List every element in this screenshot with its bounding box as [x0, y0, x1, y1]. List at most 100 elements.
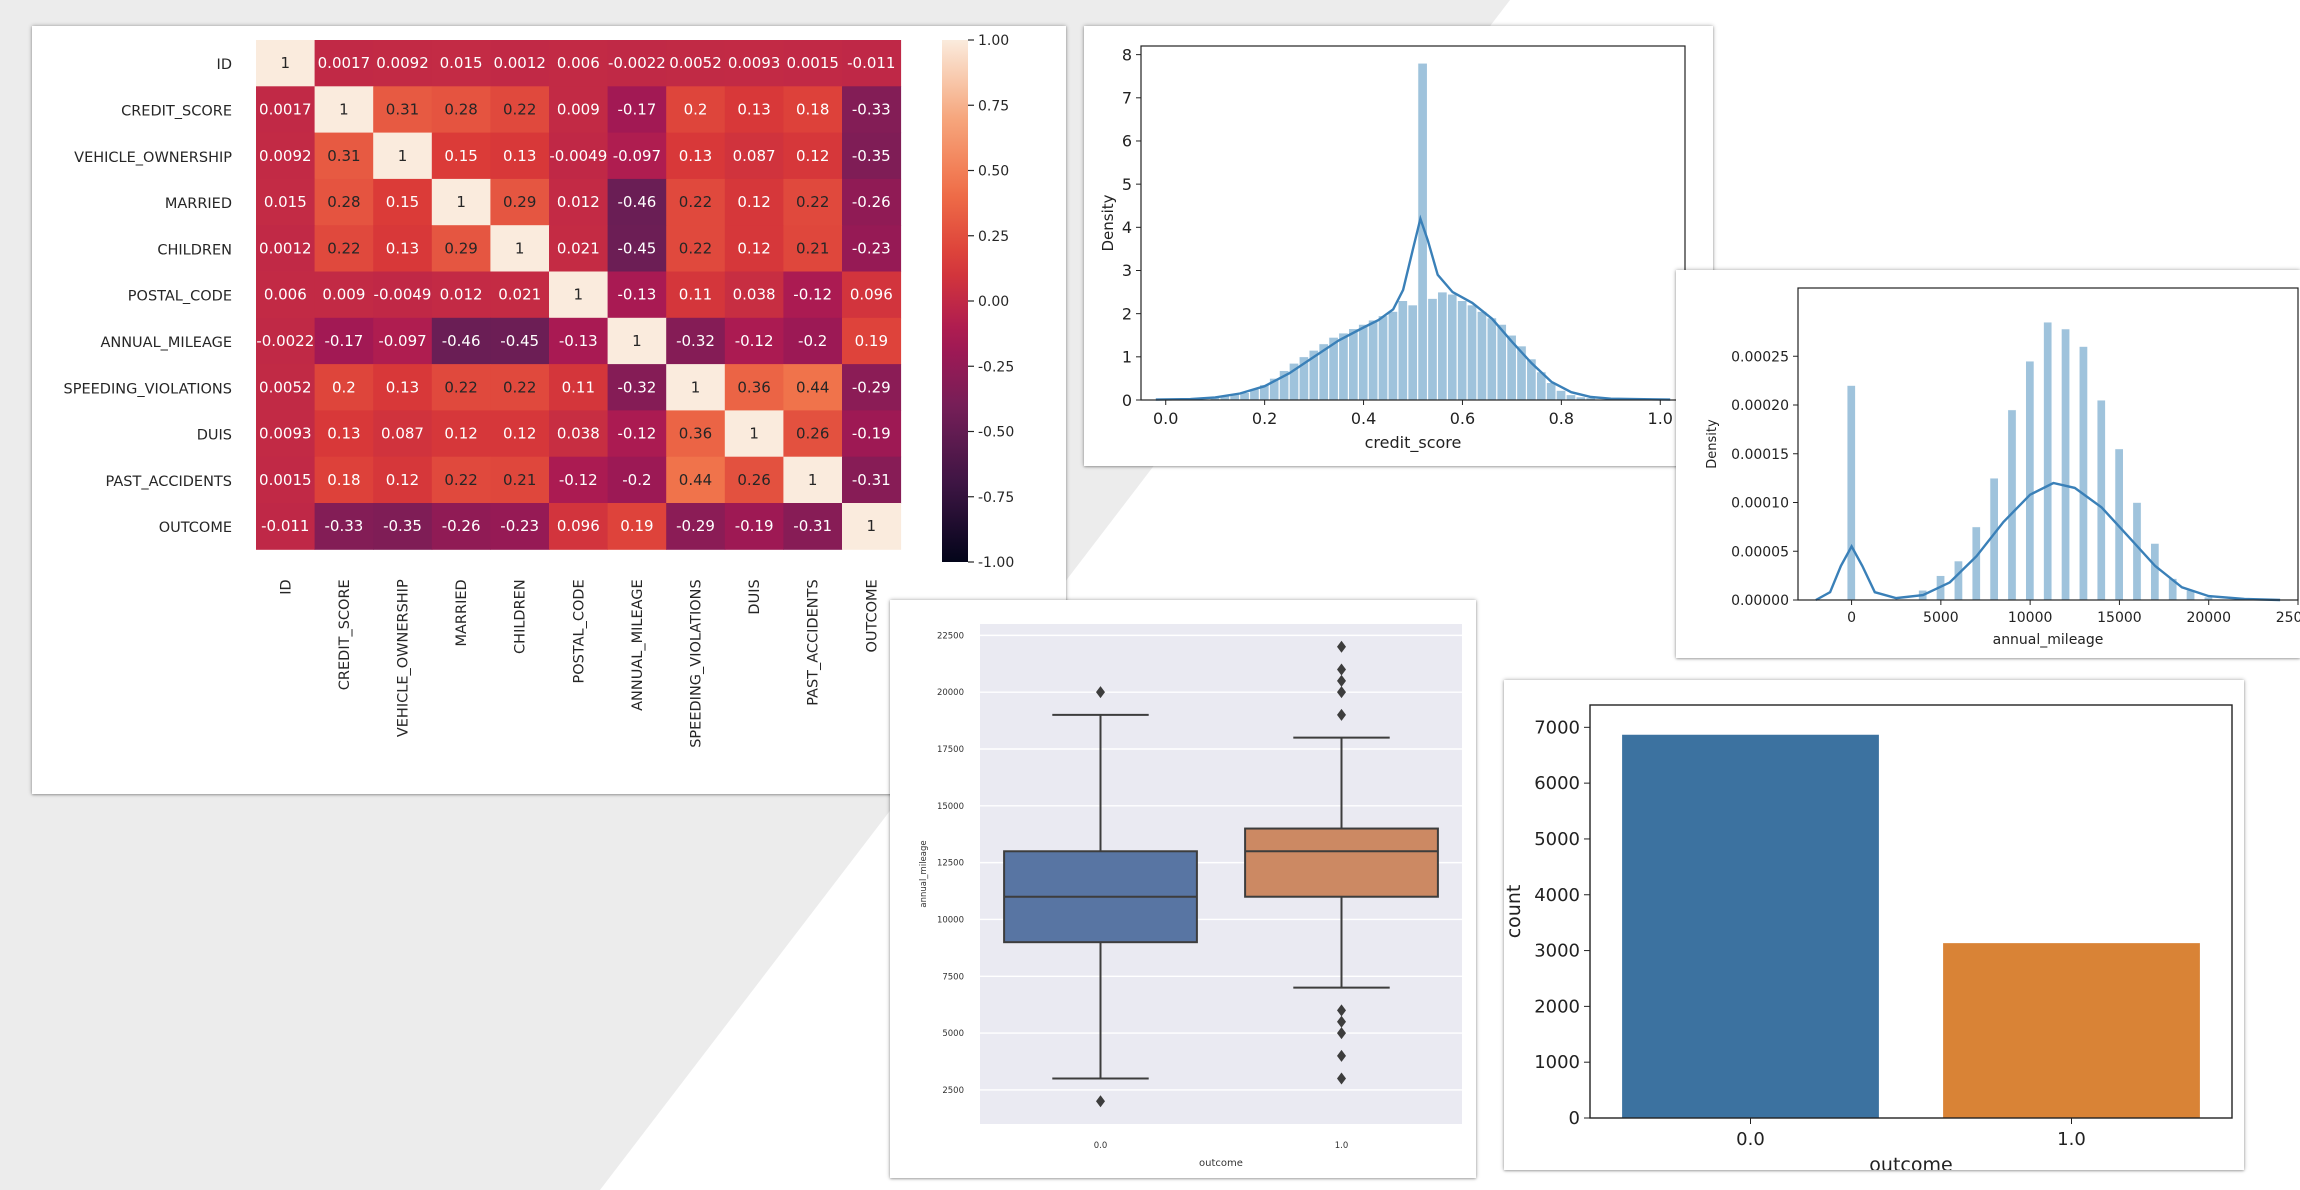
heatmap-cell-value: 0.0017 — [318, 54, 371, 72]
heatmap-cell — [314, 364, 374, 411]
heatmap-cell — [607, 317, 667, 365]
heatmap-cell — [490, 317, 550, 365]
heatmap-cell — [549, 132, 609, 180]
outcome-count-chart: 0.0 1.0 0 1000 2000 3000 4000 5000 6000 7000 outco… — [1504, 704, 2233, 1170]
correlation-heatmap-card: 1 0.0017 0.0092 0.015 0.0012 0.006 -0.0022 0.00… — [32, 26, 1066, 794]
heatmap-cell — [431, 456, 491, 504]
annual-mileage-x-tick-label: 5000 — [1923, 610, 1959, 626]
heatmap-row-label: DUIS — [197, 428, 232, 444]
heatmap-cell — [724, 410, 784, 458]
heatmap-cell-value: 0.26 — [796, 425, 829, 443]
heatmap-row-label: SPEEDING_VIOLATIONS — [64, 381, 232, 397]
heatmap-cell-value: 0.0017 — [259, 100, 312, 118]
count-bar-outcome-0 — [1622, 734, 1879, 1118]
heatmap-cell-value: 1 — [691, 378, 701, 396]
count-y-tick-label: 7000 — [1534, 717, 1580, 738]
heatmap-cell-value: 0.21 — [796, 239, 829, 257]
colorbar-tick-label: 0.25 — [978, 229, 1009, 245]
heatmap-cell — [549, 225, 609, 272]
colorbar-tick-label: 0.75 — [978, 98, 1009, 114]
heatmap-cell-value: -0.35 — [383, 517, 422, 535]
heatmap-cell — [666, 271, 726, 319]
heatmap-cell-value: 0.12 — [503, 425, 536, 443]
heatmap-cell — [431, 317, 491, 365]
annual-mileage-histogram-bar — [1846, 385, 1856, 601]
credit-score-histogram-bar — [1427, 298, 1438, 401]
heatmap-cell — [842, 456, 902, 504]
heatmap-cell-value: 0.12 — [796, 147, 829, 165]
heatmap-cell — [314, 317, 374, 365]
credit-score-y-tick-label: 0 — [1122, 391, 1132, 410]
heatmap-cell — [666, 364, 726, 411]
heatmap-cell — [783, 503, 843, 550]
heatmap-cell-value: 0.0015 — [259, 471, 312, 489]
heatmap-cell-value: 0.13 — [327, 425, 360, 443]
heatmap-cell — [842, 410, 902, 458]
heatmap-row-label: ANNUAL_MILEAGE — [100, 335, 232, 351]
count-y-tick-label: 6000 — [1534, 773, 1580, 794]
heatmap-cell — [256, 503, 316, 550]
annual-mileage-histogram-bar — [1953, 560, 1963, 601]
heatmap-cell — [666, 40, 726, 87]
heatmap-cell-value: -0.011 — [261, 517, 309, 535]
credit-score-y-tick-label: 1 — [1122, 348, 1132, 367]
boxplot-outcome-1-box — [1244, 827, 1439, 898]
heatmap-cell — [783, 225, 843, 272]
annual-mileage-distribution-chart: 0.00000 0.00005 0.00010 0.00015 0.00020 0.000… — [1705, 287, 2300, 648]
annual-mileage-x-tick-label: 20000 — [2186, 610, 2231, 626]
heatmap-cell-value: 0.31 — [386, 100, 419, 118]
credit-score-y-tick-label: 2 — [1122, 304, 1132, 323]
credit-score-y-axis-label: Density — [1099, 194, 1117, 251]
boxplot-y-tick-label: 7500 — [942, 972, 964, 982]
boxplot-x-tick-label: 0.0 — [1094, 1141, 1108, 1151]
credit-score-histogram-bar — [1467, 304, 1477, 401]
heatmap-cell-value: 0.22 — [444, 378, 477, 396]
heatmap-cell — [783, 132, 843, 180]
heatmap-column-label: OUTCOME — [864, 579, 880, 652]
heatmap-cell-value: 1 — [867, 517, 877, 535]
heatmap-cell — [373, 132, 433, 180]
boxplot-outcome-1-outlier — [1337, 640, 1346, 653]
heatmap-cell-value: 0.0092 — [259, 147, 312, 165]
heatmap-cell — [256, 271, 316, 319]
heatmap-row-label: VEHICLE_OWNERSHIP — [74, 150, 232, 166]
heatmap-cell — [607, 503, 667, 550]
count-x-tick-label: 0.0 — [1736, 1129, 1765, 1150]
credit-score-histogram-bar — [1566, 394, 1576, 401]
credit-score-x-tick-label: 0.0 — [1153, 409, 1178, 428]
annual-mileage-y-tick-label: 0.00005 — [1731, 544, 1789, 560]
heatmap-cell — [373, 410, 433, 458]
credit-score-x-axis-label: credit_score — [1365, 433, 1462, 453]
credit-score-y-tick-label: 4 — [1122, 218, 1132, 237]
count-x-tick-label: 1.0 — [2057, 1129, 2086, 1150]
heatmap-cell-value: -0.33 — [324, 517, 363, 535]
heatmap-cell — [490, 271, 550, 319]
count-plot-frame — [1589, 704, 2233, 1119]
boxplot-y-tick-label: 12500 — [937, 859, 964, 869]
heatmap-cell-value: 0.021 — [498, 286, 541, 304]
heatmap-cell-value: 0.012 — [557, 193, 600, 211]
correlation-heatmap: 1 0.0017 0.0092 0.015 0.0012 0.006 -0.0022 0.00… — [64, 33, 1015, 748]
credit-score-histogram-bar — [1397, 300, 1408, 401]
credit-score-histogram-bar — [1378, 315, 1388, 401]
heatmap-cell-value: -0.29 — [676, 517, 715, 535]
heatmap-cell — [783, 271, 843, 319]
heatmap-row-label: MARRIED — [165, 196, 232, 212]
boxplot-outcome-1-outlier — [1337, 1027, 1346, 1040]
heatmap-cell-value: 0.0093 — [259, 425, 312, 443]
heatmap-cell — [431, 132, 491, 180]
heatmap-cell — [314, 86, 374, 134]
annual-mileage-distribution-card: 0.00000 0.00005 0.00010 0.00015 0.00020 0.000… — [1676, 270, 2300, 658]
heatmap-cell-value: -0.12 — [735, 332, 774, 350]
heatmap-cell — [666, 132, 726, 180]
heatmap-cell-value: -0.097 — [378, 332, 426, 350]
heatmap-cell — [783, 40, 843, 87]
boxplot-outcome-1-outlier — [1337, 1015, 1346, 1028]
heatmap-cell — [256, 317, 316, 365]
heatmap-cell-value: 0.009 — [557, 100, 600, 118]
heatmap-cell-value: -0.26 — [442, 517, 481, 535]
heatmap-cell-value: -0.13 — [559, 332, 598, 350]
heatmap-cell — [549, 86, 609, 134]
heatmap-cell — [431, 86, 491, 134]
credit-score-kde-line — [1155, 214, 1671, 401]
